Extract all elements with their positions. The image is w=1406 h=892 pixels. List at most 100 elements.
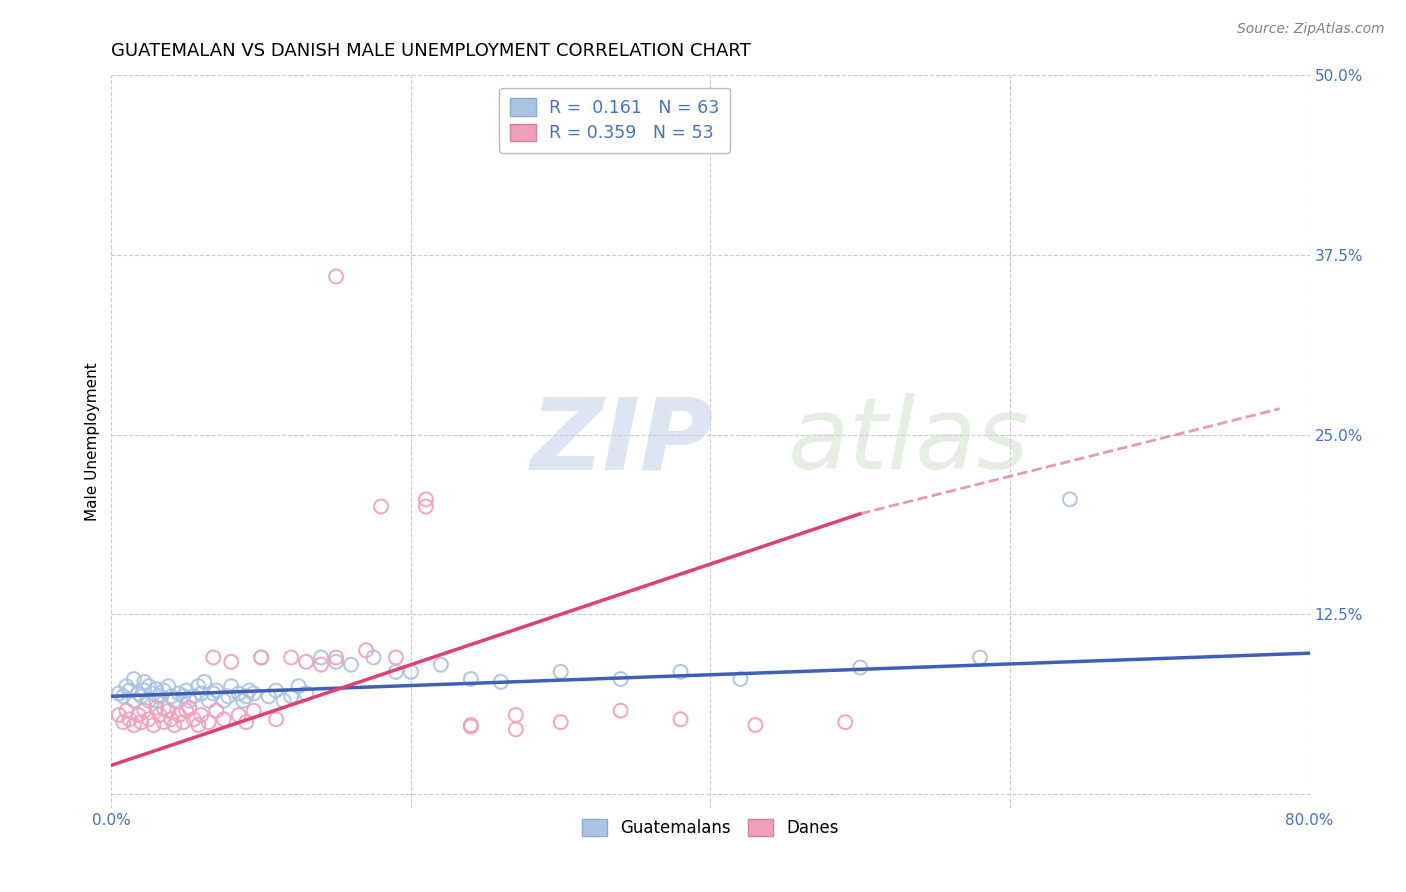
Point — [415, 500, 437, 514]
Point — [354, 643, 377, 657]
Point — [273, 693, 295, 707]
Point — [202, 686, 225, 700]
Point — [325, 650, 347, 665]
Point — [153, 715, 176, 730]
Point — [460, 719, 482, 733]
Point — [370, 500, 392, 514]
Point — [609, 704, 631, 718]
Point — [264, 712, 287, 726]
Point — [232, 693, 254, 707]
Point — [205, 704, 228, 718]
Point — [108, 686, 131, 700]
Point — [309, 657, 332, 672]
Point — [242, 686, 264, 700]
Point — [219, 679, 242, 693]
Point — [460, 718, 482, 732]
Point — [179, 693, 201, 707]
Point — [550, 119, 572, 133]
Point — [744, 718, 766, 732]
Point — [550, 665, 572, 679]
Point — [115, 704, 138, 718]
Point — [235, 715, 257, 730]
Point — [385, 650, 408, 665]
Point — [108, 708, 131, 723]
Point — [145, 701, 167, 715]
Point — [385, 665, 408, 679]
Point — [287, 679, 309, 693]
Point — [669, 665, 692, 679]
Point — [363, 650, 385, 665]
Point — [163, 693, 186, 707]
Point — [212, 693, 235, 707]
Point — [250, 650, 273, 665]
Point — [131, 715, 153, 730]
Point — [730, 672, 752, 686]
Point — [489, 674, 512, 689]
Point — [834, 715, 856, 730]
Point — [264, 683, 287, 698]
Point — [669, 712, 692, 726]
Legend: Guatemalans, Danes: Guatemalans, Danes — [575, 813, 845, 844]
Point — [122, 672, 145, 686]
Point — [228, 686, 250, 700]
Point — [399, 665, 422, 679]
Point — [157, 679, 180, 693]
Point — [217, 690, 239, 704]
Point — [118, 712, 141, 726]
Point — [122, 693, 145, 707]
Point — [325, 269, 347, 284]
Point — [325, 655, 347, 669]
Point — [849, 660, 872, 674]
Point — [112, 715, 135, 730]
Point — [122, 718, 145, 732]
Point — [163, 718, 186, 732]
Point — [167, 686, 190, 700]
Point — [157, 704, 180, 718]
Point — [242, 704, 264, 718]
Point — [127, 708, 149, 723]
Point — [179, 701, 201, 715]
Point — [205, 683, 228, 698]
Point — [134, 674, 156, 689]
Point — [969, 650, 991, 665]
Point — [193, 674, 215, 689]
Point — [187, 718, 209, 732]
Point — [131, 690, 153, 704]
Point — [115, 679, 138, 693]
Point — [309, 650, 332, 665]
Point — [295, 655, 318, 669]
Point — [172, 715, 194, 730]
Point — [148, 708, 170, 723]
Point — [280, 690, 302, 704]
Point — [172, 690, 194, 704]
Point — [148, 690, 170, 704]
Point — [142, 686, 165, 700]
Point — [160, 690, 183, 704]
Point — [138, 712, 160, 726]
Point — [295, 686, 318, 700]
Point — [167, 708, 190, 723]
Point — [250, 650, 273, 665]
Point — [430, 657, 453, 672]
Point — [174, 704, 197, 718]
Point — [219, 655, 242, 669]
Point — [183, 712, 205, 726]
Point — [142, 718, 165, 732]
Point — [609, 672, 631, 686]
Point — [183, 690, 205, 704]
Point — [212, 712, 235, 726]
Text: ZIP: ZIP — [530, 393, 714, 491]
Point — [505, 723, 527, 737]
Point — [197, 715, 219, 730]
Point — [190, 708, 212, 723]
Point — [235, 690, 257, 704]
Point — [153, 701, 176, 715]
Point — [550, 715, 572, 730]
Point — [174, 683, 197, 698]
Text: GUATEMALAN VS DANISH MALE UNEMPLOYMENT CORRELATION CHART: GUATEMALAN VS DANISH MALE UNEMPLOYMENT C… — [111, 42, 751, 60]
Point — [127, 686, 149, 700]
Point — [340, 657, 363, 672]
Point — [112, 690, 135, 704]
Point — [134, 683, 156, 698]
Point — [145, 682, 167, 697]
